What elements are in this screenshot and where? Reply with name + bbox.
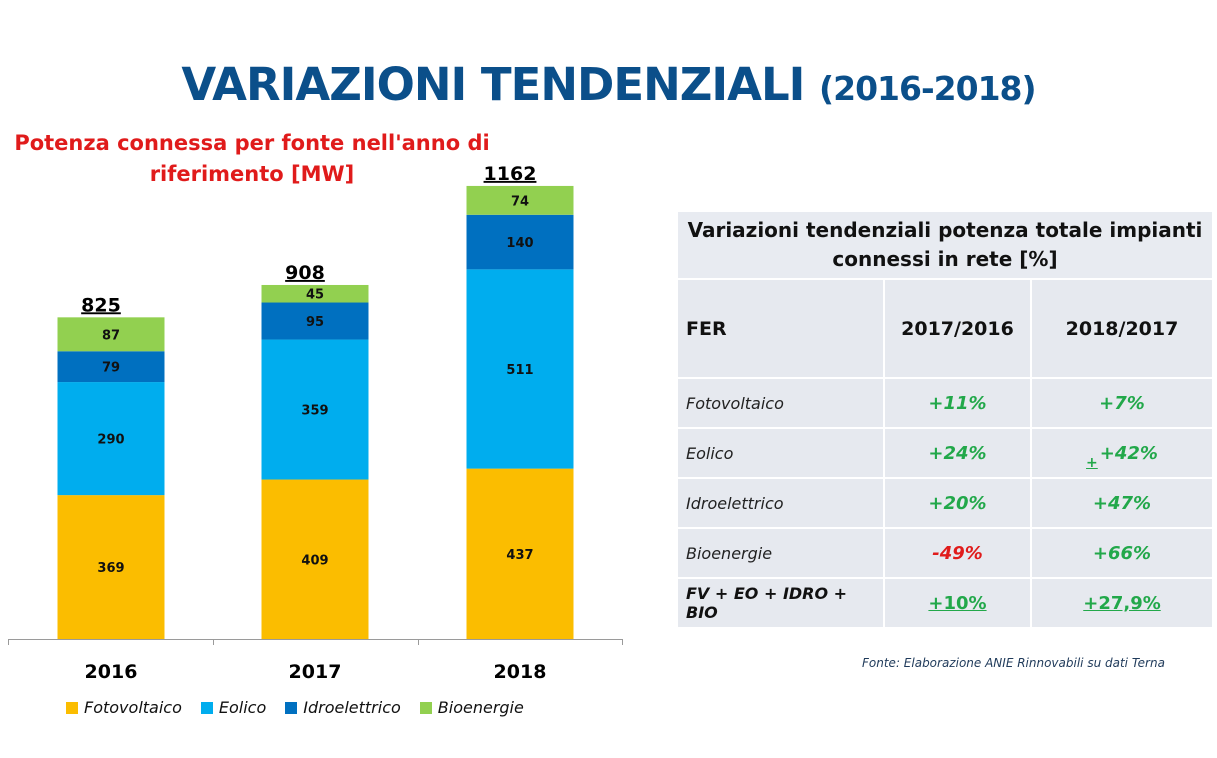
- bar-value-label: 437: [506, 548, 533, 563]
- bar-segment-fotovoltaico: [261, 479, 369, 639]
- bar-value-label: 511: [506, 363, 533, 378]
- table-row: Fotovoltaico +11% +7%: [676, 377, 1214, 429]
- bar-segment-fotovoltaico: [466, 468, 574, 639]
- legend-item: Fotovoltaico: [66, 698, 182, 717]
- table-row: Eolico +24% + +42%: [676, 427, 1214, 479]
- bar-segment-idroelettrico: [261, 302, 369, 340]
- chart-title: Potenza connessa per fonte nell'anno di …: [14, 131, 490, 186]
- page-title: VARIAZIONI TENDENZIALI (2016-2018): [0, 58, 1217, 111]
- row-label: Fotovoltaico: [676, 377, 885, 429]
- bar-segment-bioenergie: [466, 185, 574, 215]
- bar-value-label: 140: [506, 236, 533, 251]
- row-value-text: +42%: [1099, 442, 1158, 464]
- legend-swatch: [285, 701, 298, 714]
- variations-table-container: Variazioni tendenziali potenza totale im…: [676, 210, 1214, 629]
- bar-value-label: 290: [97, 433, 124, 448]
- legend-item: Bioenergie: [419, 698, 524, 717]
- bar-value-label: 359: [301, 404, 328, 419]
- row-value-2017-2016: +10%: [883, 577, 1032, 629]
- legend-label: Fotovoltaico: [84, 698, 182, 717]
- bar-value-label: 87: [102, 328, 120, 343]
- legend-swatch: [419, 701, 432, 714]
- table-row: Idroelettrico +20% +47%: [676, 477, 1214, 529]
- legend-label: Eolico: [218, 698, 267, 717]
- table-title: Variazioni tendenziali potenza totale im…: [676, 210, 1214, 280]
- row-value-2017-2016: -49%: [883, 527, 1032, 579]
- legend-swatch: [200, 701, 213, 714]
- bar-segment-bioenergie: [261, 284, 369, 303]
- bar-total-label: 1162: [484, 163, 537, 185]
- row-label: Idroelettrico: [676, 477, 885, 529]
- bar-value-label: 409: [301, 553, 328, 568]
- legend-label: Idroelettrico: [303, 698, 401, 717]
- x-tick-label: 2018: [494, 661, 547, 683]
- row-value-2018-2017: +66%: [1030, 527, 1214, 579]
- table-row: Bioenergie -49% +66%: [676, 527, 1214, 579]
- bar-value-label: 79: [102, 361, 120, 376]
- bar-segment-idroelettrico: [57, 351, 165, 383]
- bar-segment-eolico: [261, 339, 369, 480]
- bar-segment-idroelettrico: [466, 214, 574, 270]
- stacked-bar-chart: 369 290 79 87 825 2016 409 359 95 45 908 2017 437 511…: [8, 163, 623, 683]
- bar-value-label: 74: [511, 194, 529, 209]
- row-value-2018-2017: +7%: [1030, 377, 1214, 429]
- page-title-years: (2016-2018): [819, 69, 1037, 108]
- x-tick-label: 2017: [289, 661, 342, 683]
- table-header-row: FER 2017/2016 2018/2017: [676, 278, 1214, 379]
- row-label: FV + EO + IDRO + BIO: [676, 577, 885, 629]
- bar-value-label: 369: [97, 561, 124, 576]
- page-title-main: VARIAZIONI TENDENZIALI: [181, 58, 805, 111]
- bar-total-label: 825: [81, 294, 121, 316]
- bar-value-label: 45: [306, 288, 324, 303]
- bar-segment-bioenergie: [57, 317, 165, 352]
- row-value-2018-2017: +27,9%: [1030, 577, 1214, 629]
- header-fer: FER: [676, 278, 885, 379]
- header-2017-2016: 2017/2016: [883, 278, 1032, 379]
- bar-value-label: 95: [306, 315, 324, 330]
- row-label: Eolico: [676, 427, 885, 479]
- bar-segment-eolico: [466, 269, 574, 469]
- legend-swatch: [66, 701, 78, 714]
- chart-legend: Fotovoltaico Eolico Idroelettrico Bioenergi…: [66, 698, 543, 717]
- x-tick-label: 2016: [85, 661, 138, 683]
- header-2018-2017: 2018/2017: [1030, 278, 1214, 379]
- row-value-2018-2017: +47%: [1030, 477, 1214, 529]
- row-value-2017-2016: +24%: [883, 427, 1032, 479]
- legend-label: Bioenergie: [437, 698, 524, 717]
- bar-total-label: 908: [285, 262, 325, 284]
- table-total-row: FV + EO + IDRO + BIO +10% +27,9%: [676, 577, 1214, 629]
- legend-item: Idroelettrico: [285, 698, 401, 717]
- variations-table: Variazioni tendenziali potenza totale im…: [676, 210, 1214, 629]
- row-value-2017-2016: +11%: [883, 377, 1032, 429]
- source-note: Fonte: Elaborazione ANIE Rinnovabili su …: [862, 656, 1165, 670]
- stray-plus-mark: +: [1086, 454, 1098, 471]
- bar-segment-fotovoltaico: [57, 495, 165, 639]
- row-value-2017-2016: +20%: [883, 477, 1032, 529]
- row-value-2018-2017: + +42%: [1030, 427, 1214, 479]
- legend-item: Eolico: [200, 698, 267, 717]
- bar-segment-eolico: [57, 382, 165, 496]
- row-label: Bioenergie: [676, 527, 885, 579]
